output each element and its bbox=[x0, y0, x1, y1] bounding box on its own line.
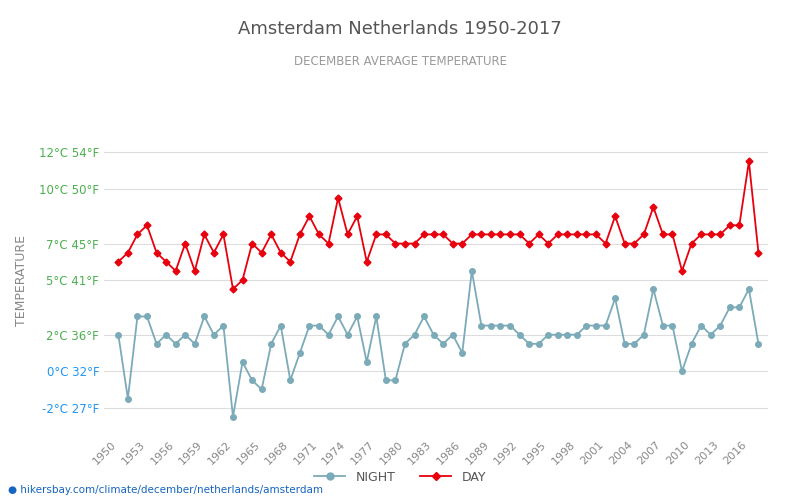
Text: ● hikersbay.com/climate/december/netherlands/amsterdam: ● hikersbay.com/climate/december/netherl… bbox=[8, 485, 323, 495]
DAY bbox=[114, 259, 123, 265]
Y-axis label: TEMPERATURE: TEMPERATURE bbox=[14, 234, 28, 326]
DAY bbox=[706, 232, 715, 237]
NIGHT bbox=[754, 341, 763, 347]
NIGHT bbox=[114, 332, 123, 338]
NIGHT bbox=[706, 332, 715, 338]
DAY bbox=[754, 250, 763, 256]
Text: DECEMBER AVERAGE TEMPERATURE: DECEMBER AVERAGE TEMPERATURE bbox=[294, 55, 506, 68]
NIGHT bbox=[715, 322, 725, 328]
DAY bbox=[553, 232, 562, 237]
DAY bbox=[630, 240, 639, 246]
NIGHT bbox=[562, 332, 572, 338]
Legend: NIGHT, DAY: NIGHT, DAY bbox=[309, 466, 491, 489]
DAY bbox=[744, 158, 754, 164]
Line: NIGHT: NIGHT bbox=[115, 268, 762, 420]
Text: Amsterdam Netherlands 1950-2017: Amsterdam Netherlands 1950-2017 bbox=[238, 20, 562, 38]
DAY bbox=[582, 232, 591, 237]
DAY bbox=[686, 240, 696, 246]
Line: DAY: DAY bbox=[116, 159, 761, 292]
NIGHT bbox=[591, 322, 601, 328]
NIGHT bbox=[228, 414, 238, 420]
NIGHT bbox=[696, 322, 706, 328]
DAY bbox=[696, 232, 706, 237]
NIGHT bbox=[639, 332, 649, 338]
NIGHT bbox=[467, 268, 477, 274]
DAY bbox=[228, 286, 238, 292]
